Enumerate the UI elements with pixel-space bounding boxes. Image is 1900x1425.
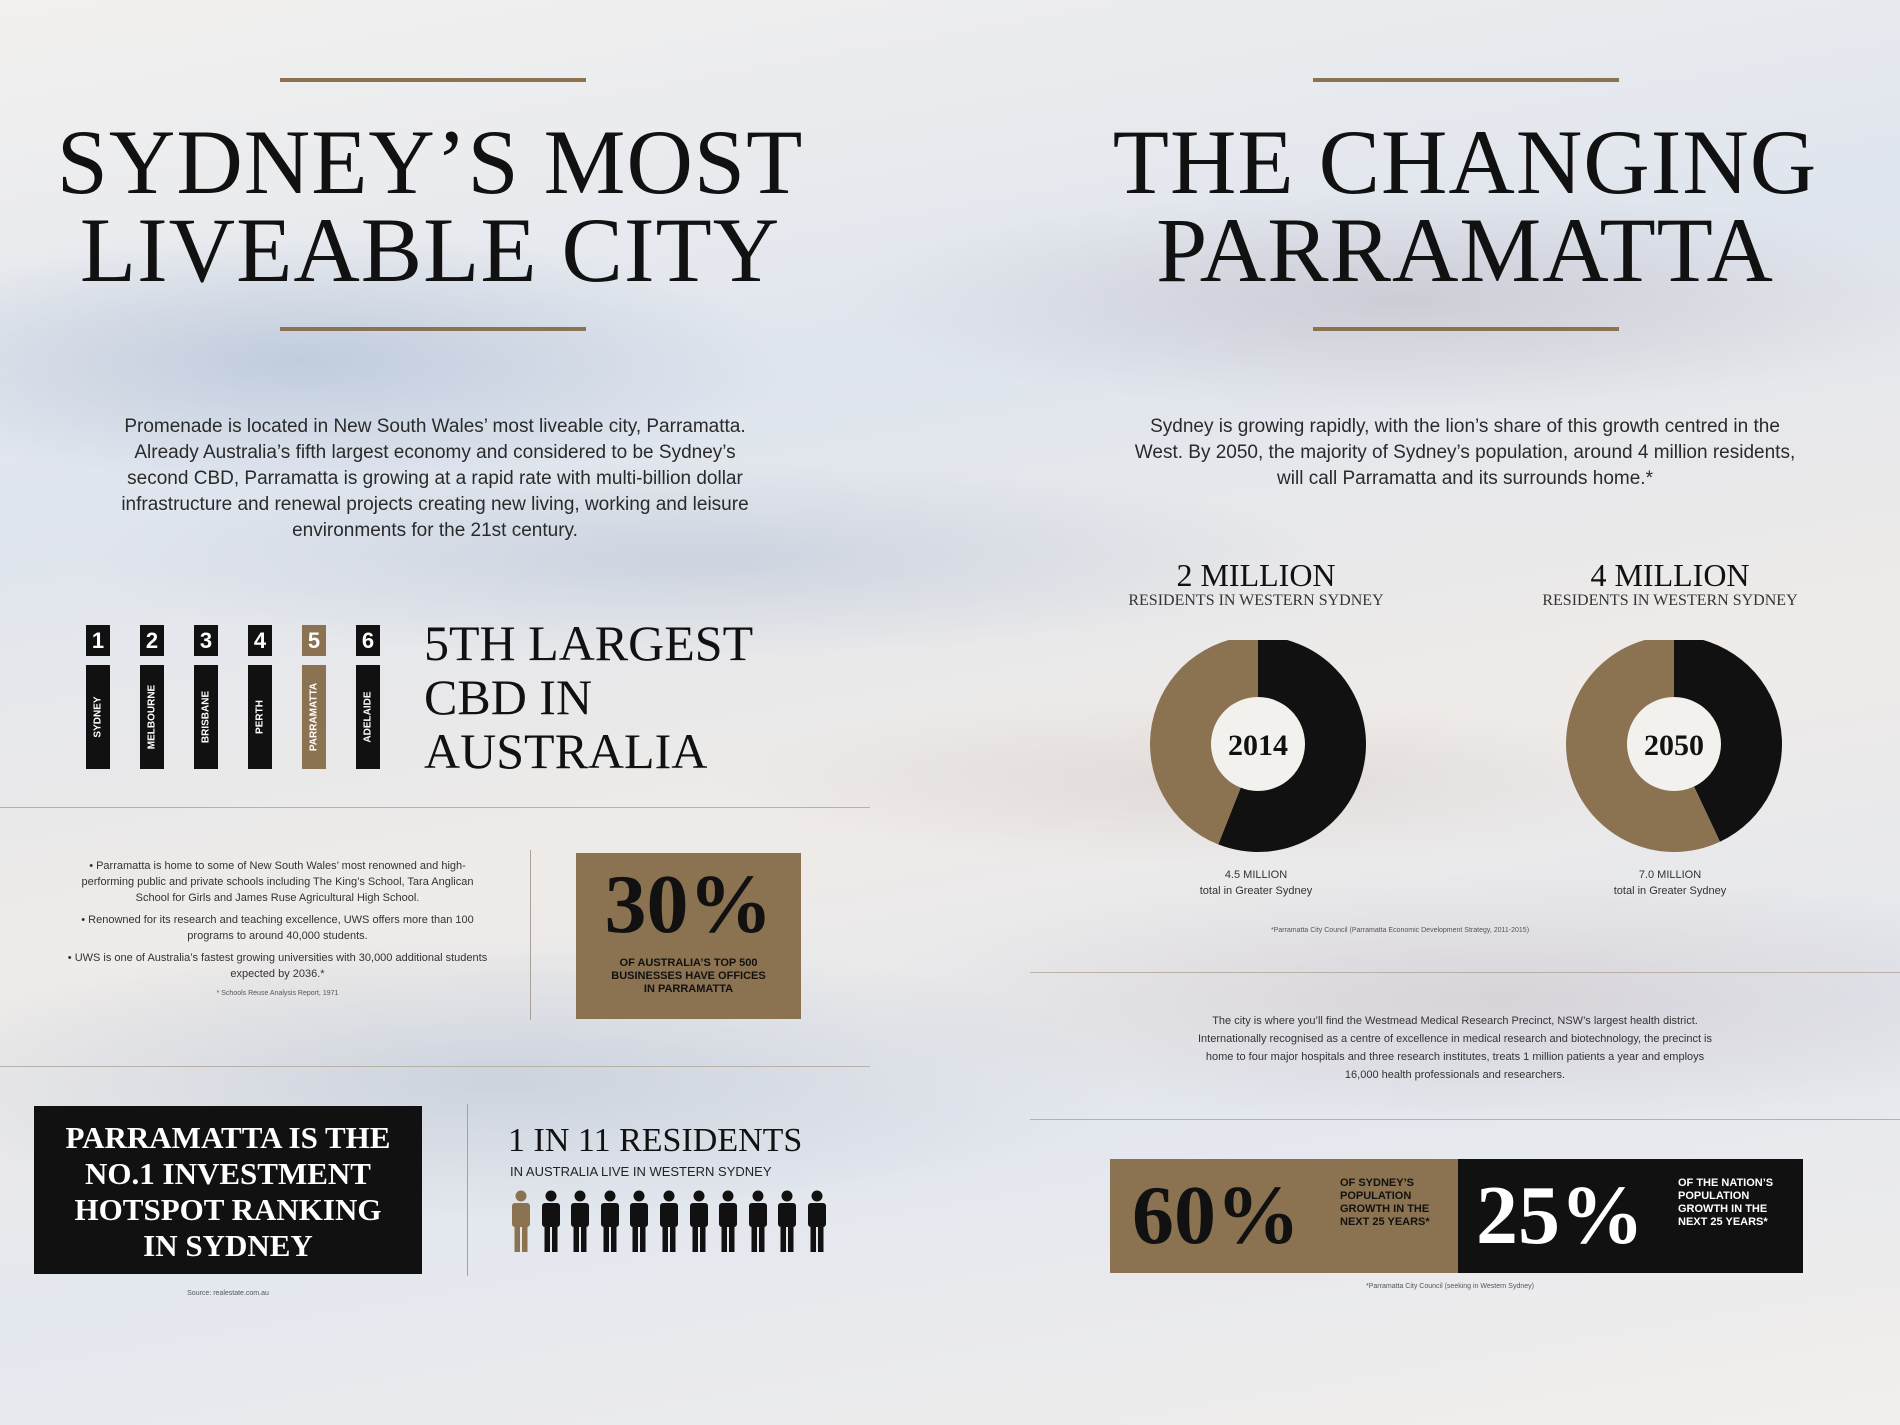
cbd-city: PERTH	[254, 700, 266, 734]
cbd-rank: 6	[356, 625, 380, 656]
person-icon	[541, 1190, 560, 1252]
left-title-line1: SYDNEY’S MOST	[56, 111, 804, 213]
donut-segment-western	[1150, 640, 1258, 845]
stat-30-box: 30% OF AUSTRALIA’S TOP 500 BUSINESSES HA…	[576, 853, 801, 1019]
stat-25-caption: OF THE NATION’S POPULATION GROWTH IN THE…	[1678, 1177, 1774, 1228]
person-icon	[600, 1190, 619, 1252]
bullet-item: • UWS is one of Australia’s fastest grow…	[67, 952, 488, 980]
donut-total-line2: total in Greater Sydney	[1613, 885, 1727, 897]
left-title-top-rule	[280, 78, 586, 82]
person-icon	[630, 1190, 649, 1252]
cbd-rank: 1	[86, 625, 110, 656]
cbd-heading-line3: AUSTRALIA	[424, 723, 708, 779]
donut-block-2014: 2 MILLION RESIDENTS IN WESTERN SYDNEY 20…	[1076, 558, 1436, 918]
cbd-bar: 4 PERTH	[248, 625, 272, 769]
hotspot-line3: HOTSPOT RANKING	[74, 1192, 382, 1227]
cbd-bar: 6 ADELAIDE	[356, 625, 380, 769]
person-icon-highlighted	[512, 1190, 530, 1252]
cbd-heading: 5TH LARGEST CBD IN AUSTRALIA	[424, 616, 804, 778]
cbd-city: BRISBANE	[200, 690, 212, 744]
donut-hole	[1211, 697, 1305, 791]
person-icon	[719, 1190, 738, 1252]
growth-footnote: *Parramatta City Council (seeking in Wes…	[1366, 1283, 1534, 1290]
cbd-rank: 4	[248, 625, 272, 656]
stat-30-value: 30%	[604, 858, 773, 951]
residents-heading: 1 IN 11 RESIDENTS	[508, 1122, 803, 1159]
person-icon	[778, 1190, 797, 1252]
cbd-city: PARRAMATTA	[308, 682, 320, 752]
cbd-city: ADELAIDE	[362, 691, 374, 743]
person-icon	[660, 1190, 678, 1252]
cbd-rank: 5	[302, 625, 326, 656]
bullet-item: • Parramatta is home to some of New Sout…	[81, 860, 474, 904]
cbd-bar: 2 MELBOURNE	[140, 625, 164, 769]
donut-total-line1: 4.5 MILLION	[1224, 869, 1288, 881]
cbd-ranking-chart: 1 SYDNEY 2 MELBOURNE 3 BRISBANE 4 PERTH 5 PAR…	[86, 625, 396, 770]
donut-total-line1: 7.0 MILLION	[1638, 869, 1702, 881]
right-divider-2	[1030, 1119, 1900, 1120]
person-icon	[748, 1190, 767, 1252]
left-title-bottom-rule	[280, 327, 586, 331]
cbd-heading-line1: 5TH LARGEST	[424, 615, 754, 671]
right-divider-1	[1030, 972, 1900, 973]
cbd-rank: 3	[194, 625, 218, 656]
donut-heading: 4 MILLION	[1590, 557, 1750, 593]
donut-footnote: *Parramatta City Council (Parramatta Eco…	[1270, 927, 1530, 934]
education-bullets: • Parramatta is home to some of New Sout…	[65, 858, 490, 997]
right-intro-paragraph: Sydney is growing rapidly, with the lion…	[1134, 416, 1796, 489]
donut-heading: 2 MILLION	[1176, 557, 1336, 593]
cbd-heading-line2: CBD IN	[424, 669, 593, 725]
hotspot-line4: IN SYDNEY	[143, 1228, 313, 1263]
left-intro-paragraph: Promenade is located in New South Wales’…	[121, 416, 749, 541]
bullet-item: • Renowned for its research and teaching…	[81, 914, 474, 942]
hotspot-line2: NO.1 INVESTMENT	[85, 1156, 371, 1191]
residents-pictogram	[510, 1190, 840, 1256]
left-divider-1	[0, 807, 870, 808]
stat-60-value: 60%	[1132, 1169, 1300, 1262]
cbd-city: SYDNEY	[92, 696, 104, 738]
donut-subheading: RESIDENTS IN WESTERN SYDNEY	[1542, 592, 1798, 609]
right-title: THE CHANGING PARRAMATTA	[1065, 111, 1865, 301]
donut-chart-2014: 2014	[1150, 640, 1366, 852]
left-divider-2	[0, 1066, 870, 1067]
person-icon	[571, 1190, 590, 1252]
hotspot-box: PARRAMATTA IS THE NO.1 INVESTMENT HOTSPO…	[34, 1106, 422, 1274]
donut-subheading: RESIDENTS IN WESTERN SYDNEY	[1128, 592, 1384, 609]
right-title-top-rule	[1313, 78, 1619, 82]
cbd-bar: 3 BRISBANE	[194, 625, 218, 769]
person-icon	[689, 1190, 708, 1252]
donut-year-label: 2050	[1644, 729, 1704, 762]
left-title-line2: LIVEABLE CITY	[79, 199, 781, 301]
donut-total-line2: total in Greater Sydney	[1199, 885, 1313, 897]
stat-25-box: 25% OF THE NATION’S POPULATION GROWTH IN…	[1458, 1159, 1803, 1273]
donut-year-label: 2014	[1228, 729, 1288, 762]
right-title-line2: PARRAMATTA	[1156, 199, 1774, 301]
donut-block-2050: 4 MILLION RESIDENTS IN WESTERN SYDNEY 20…	[1490, 558, 1850, 918]
left-title: SYDNEY’S MOST LIVEABLE CITY	[30, 111, 830, 301]
left-vertical-divider-1	[530, 850, 531, 1020]
cbd-rank: 2	[140, 625, 164, 656]
donut-chart-2050: 2050	[1566, 640, 1782, 852]
right-title-line1: THE CHANGING	[1112, 111, 1818, 213]
hotspot-source: Source: realestate.com.au	[187, 1290, 269, 1297]
cbd-bar: 1 SYDNEY	[86, 625, 110, 769]
donut-hole	[1627, 697, 1721, 791]
medical-precinct-text: The city is where you’ll find the Westme…	[1197, 1015, 1713, 1081]
donut-segment-rest	[1674, 640, 1782, 842]
hotspot-line1: PARRAMATTA IS THE	[65, 1120, 391, 1155]
stat-60-caption: OF SYDNEY’S POPULATION GROWTH IN THE NEX…	[1340, 1177, 1430, 1228]
cbd-city: MELBOURNE	[146, 684, 158, 750]
cbd-bar-highlight: 5 PARRAMATTA	[302, 625, 326, 769]
bullets-footnote: * Schools Reuse Analysis Report, 1971	[216, 990, 339, 997]
stat-60-box: 60% OF SYDNEY’S POPULATION GROWTH IN THE…	[1110, 1159, 1458, 1273]
person-icon	[808, 1190, 826, 1252]
left-vertical-divider-2	[467, 1104, 468, 1276]
stat-25-value: 25%	[1476, 1169, 1644, 1262]
stat-30-caption: OF AUSTRALIA’S TOP 500 BUSINESSES HAVE O…	[611, 957, 766, 995]
right-title-bottom-rule	[1313, 327, 1619, 331]
residents-subheading: IN AUSTRALIA LIVE IN WESTERN SYDNEY	[510, 1164, 772, 1179]
